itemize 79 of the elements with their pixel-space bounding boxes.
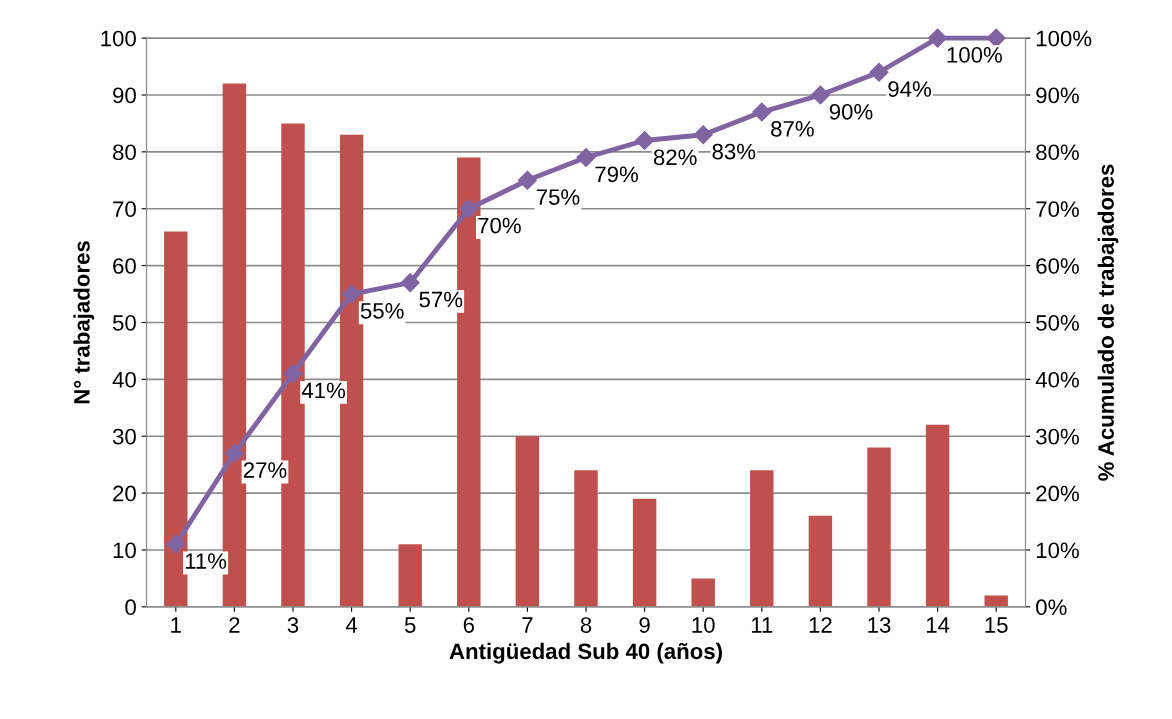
data-label: 27% <box>243 462 287 478</box>
data-label: 70% <box>478 217 521 234</box>
y2-tick-label: 80% <box>1036 144 1079 161</box>
bar <box>632 498 657 607</box>
bar <box>750 470 774 607</box>
y2-tick-label: 90% <box>1036 87 1079 104</box>
y2-tick-label: 20% <box>1036 485 1079 502</box>
data-label: 83% <box>712 143 756 160</box>
data-label: 87% <box>771 120 814 137</box>
point <box>283 364 303 384</box>
y-tick-label: 80 <box>113 144 136 161</box>
x-tick-label: 7 <box>522 617 533 633</box>
x-tick-label: 10 <box>692 617 715 633</box>
point <box>517 170 537 190</box>
data-label: 90% <box>829 103 873 120</box>
x-tick-label: 2 <box>229 617 240 633</box>
x-tick-label: 4 <box>345 617 358 633</box>
bar <box>691 578 715 607</box>
x-axis-title: Antigüedad Sub 40 (años) <box>449 642 722 664</box>
y2-tick-label: 30% <box>1036 428 1079 445</box>
data-label: 11% <box>185 553 227 569</box>
x-tick-label: 13 <box>868 617 891 633</box>
y-tick-label: 70 <box>113 201 136 217</box>
data-label: 41% <box>301 382 346 399</box>
y-tick-label: 100 <box>101 30 136 47</box>
x-tick-label: 11 <box>751 617 773 633</box>
y2-tick-label: 50% <box>1036 315 1079 331</box>
x-tick-label: 14 <box>926 617 950 633</box>
bar <box>984 595 1008 607</box>
point <box>224 443 244 463</box>
point <box>635 130 655 151</box>
bar <box>925 424 950 607</box>
bar <box>808 515 833 607</box>
x-tick-label: 1 <box>171 617 181 633</box>
point <box>693 125 713 145</box>
point <box>928 28 948 48</box>
y-tick-label: 0 <box>125 599 136 616</box>
point <box>459 199 479 219</box>
data-label: 57% <box>419 291 463 308</box>
x-tick-label: 9 <box>639 617 650 633</box>
y-tick-label: 40 <box>112 371 136 388</box>
x-tick-label: 5 <box>404 617 416 633</box>
data-label: 94% <box>888 81 932 97</box>
bar <box>574 470 598 607</box>
point <box>166 534 186 554</box>
y-tick-label: 10 <box>113 542 136 559</box>
y2-tick-label: 0% <box>1036 599 1067 616</box>
point <box>986 28 1006 48</box>
point <box>576 148 596 168</box>
point <box>810 85 830 105</box>
y-tick-label: 30 <box>112 428 136 445</box>
x-tick-label: 6 <box>463 617 474 633</box>
point <box>752 102 772 122</box>
data-label: 100% <box>947 47 1002 63</box>
data-label: 55% <box>360 303 404 319</box>
bar <box>398 544 422 607</box>
y2-tick-label: 10% <box>1036 542 1079 559</box>
y-tick-label: 60 <box>113 258 136 274</box>
x-tick-label: 15 <box>985 617 1008 633</box>
data-label: 75% <box>536 189 580 205</box>
point <box>400 273 420 293</box>
y-tick-label: 50 <box>112 315 136 331</box>
bar <box>867 447 891 607</box>
y2-tick-label: 100% <box>1036 30 1092 47</box>
y-axis-title: N° trabajadores <box>73 241 95 404</box>
y2-axis-title: % Acumulado de trabajadores <box>1097 164 1119 481</box>
x-tick-label: 8 <box>580 617 592 633</box>
y2-tick-label: 60% <box>1036 258 1079 274</box>
bar <box>515 436 540 607</box>
y-tick-label: 90 <box>113 87 136 104</box>
data-label: 82% <box>653 149 697 166</box>
x-tick-label: 3 <box>287 617 299 633</box>
point <box>342 284 362 304</box>
y2-tick-label: 70% <box>1036 201 1079 217</box>
x-tick-label: 12 <box>809 617 832 633</box>
data-label: 79% <box>595 166 639 183</box>
y2-tick-label: 40% <box>1035 371 1079 388</box>
y-tick-label: 20 <box>113 485 136 502</box>
point <box>869 62 889 82</box>
